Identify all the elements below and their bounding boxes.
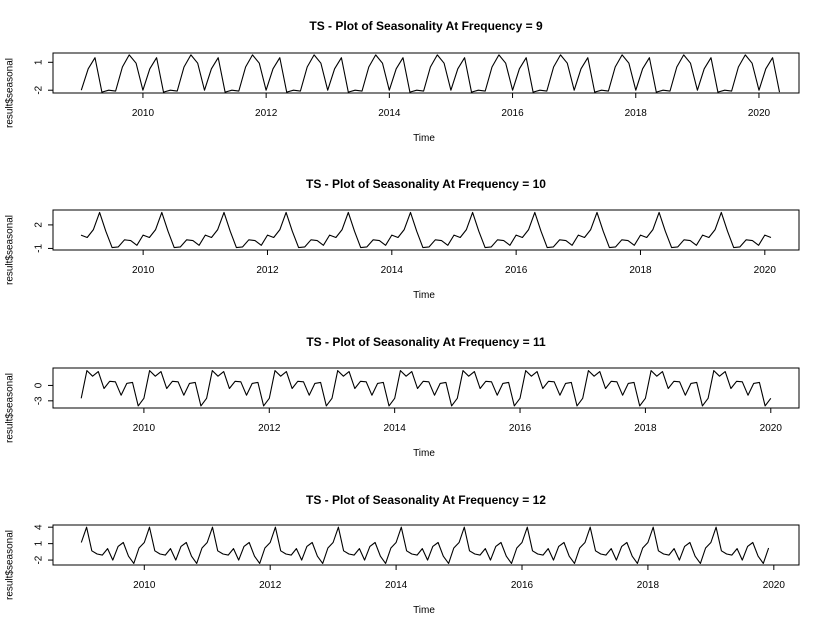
y-tick-label: 2 bbox=[34, 222, 45, 228]
x-tick-label: 2010 bbox=[133, 423, 156, 434]
x-tick-label: 2010 bbox=[133, 580, 156, 591]
y-tick-label: 4 bbox=[34, 524, 45, 530]
chart-title: TS - Plot of Seasonality At Frequency = … bbox=[306, 177, 546, 191]
x-tick-label: 2012 bbox=[259, 580, 282, 591]
plot-frame bbox=[52, 367, 800, 409]
x-axis-label: Time bbox=[413, 448, 435, 459]
x-tick-label: 2014 bbox=[378, 108, 401, 119]
y-axis-label: result$seasonal bbox=[5, 215, 16, 285]
x-tick-label: 2012 bbox=[255, 108, 278, 119]
y-axis-label: result$seasonal bbox=[5, 373, 16, 443]
y-tick-label: -1 bbox=[34, 244, 45, 253]
x-tick-label: 2014 bbox=[381, 265, 404, 276]
x-axis-label: Time bbox=[413, 290, 435, 301]
x-tick-label: 2020 bbox=[760, 423, 783, 434]
x-tick-label: 2020 bbox=[748, 108, 771, 119]
plot-frame bbox=[52, 524, 800, 566]
y-axis-label: result$seasonal bbox=[5, 530, 16, 600]
y-tick-label: -2 bbox=[34, 85, 45, 94]
x-tick-label: 2018 bbox=[629, 265, 652, 276]
x-tick-label: 2012 bbox=[258, 423, 281, 434]
y-tick-label: 0 bbox=[34, 382, 45, 388]
seasonal-series-line bbox=[80, 370, 772, 407]
x-tick-label: 2014 bbox=[384, 423, 407, 434]
y-tick-label: 1 bbox=[34, 540, 45, 546]
y-tick-label: 1 bbox=[34, 59, 45, 65]
x-tick-label: 2018 bbox=[637, 580, 660, 591]
seasonal-series-line bbox=[80, 54, 781, 93]
x-tick-label: 2014 bbox=[385, 580, 408, 591]
y-tick-label: -2 bbox=[34, 555, 45, 564]
x-axis-label: Time bbox=[413, 133, 435, 144]
chart-title: TS - Plot of Seasonality At Frequency = … bbox=[306, 493, 546, 507]
x-tick-label: 2010 bbox=[132, 108, 155, 119]
x-tick-label: 2018 bbox=[625, 108, 648, 119]
x-tick-label: 2016 bbox=[505, 265, 528, 276]
plot-frame bbox=[52, 52, 800, 94]
x-tick-label: 2018 bbox=[634, 423, 657, 434]
x-tick-label: 2016 bbox=[511, 580, 534, 591]
chart-title: TS - Plot of Seasonality At Frequency = … bbox=[309, 19, 543, 33]
x-tick-label: 2012 bbox=[256, 265, 279, 276]
x-tick-label: 2010 bbox=[132, 265, 155, 276]
seasonal-series-line bbox=[80, 211, 772, 249]
x-axis-label: Time bbox=[413, 605, 435, 616]
x-tick-label: 2016 bbox=[509, 423, 532, 434]
y-tick-label: -3 bbox=[34, 396, 45, 405]
x-tick-label: 2016 bbox=[501, 108, 524, 119]
x-tick-label: 2020 bbox=[763, 580, 786, 591]
y-axis-label: result$seasonal bbox=[5, 58, 16, 128]
seasonal-series-line bbox=[80, 526, 770, 564]
plot-frame bbox=[52, 209, 800, 251]
x-tick-label: 2020 bbox=[754, 265, 777, 276]
chart-title: TS - Plot of Seasonality At Frequency = … bbox=[306, 335, 546, 349]
